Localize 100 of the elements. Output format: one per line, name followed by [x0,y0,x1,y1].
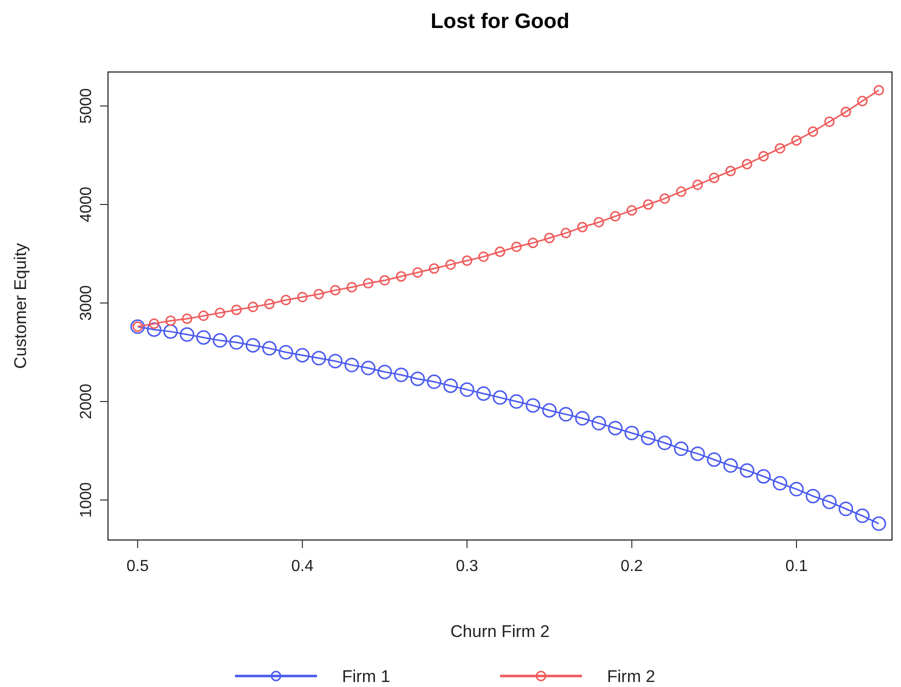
point [558,407,574,422]
point [657,436,672,450]
point [148,318,160,329]
point [758,150,769,162]
point [742,158,752,170]
point [377,364,392,380]
point [182,314,192,324]
point [659,193,670,204]
point [706,452,722,467]
point [362,278,374,289]
point [295,348,310,362]
point [180,327,194,342]
point [478,251,489,262]
y-axis-title: Customer Equity [11,242,30,369]
point [196,330,211,345]
point [575,410,590,426]
point [314,288,324,300]
y-tick-label: 5000 [78,88,95,124]
y-tick-label: 4000 [78,186,95,222]
point [560,228,572,238]
point [542,403,557,418]
point [544,232,555,244]
point [410,372,425,386]
point [840,106,852,118]
point [231,304,242,316]
point [379,275,390,286]
point [791,135,802,146]
point [312,350,326,366]
point [824,116,835,127]
point [146,322,162,337]
point [756,469,771,484]
point [528,238,538,248]
point [360,360,376,376]
point [674,442,688,456]
point [723,458,738,473]
point [297,292,308,302]
point [492,390,508,405]
point [426,374,442,390]
point [577,222,588,232]
point [872,516,886,531]
point [857,96,868,106]
point [642,199,654,210]
point [248,302,258,312]
x-tick-label: 0.1 [785,558,808,575]
x-tick-label: 0.4 [291,558,314,575]
point [676,186,686,197]
point [428,263,440,274]
point [412,267,423,278]
point [344,358,360,372]
chart-title: Lost for Good [430,10,570,33]
point [594,216,604,228]
x-tick-label: 0.2 [620,558,643,575]
point [626,205,638,216]
point [806,488,820,504]
point [855,508,870,524]
point [476,386,491,401]
point [692,180,703,190]
point [624,426,640,440]
point [526,398,540,413]
point [443,378,458,393]
point [774,143,786,154]
point [445,259,456,270]
point [198,310,209,322]
point [396,271,406,282]
point [462,255,472,266]
point [690,446,705,461]
point [838,502,854,516]
point [246,338,260,353]
point [772,476,788,491]
point [229,335,244,350]
point [330,284,341,296]
point [592,416,606,430]
point [165,315,176,326]
point [328,354,343,368]
point [214,308,226,318]
point [346,282,358,292]
point [789,482,804,496]
point [740,463,754,478]
point [725,166,736,176]
point [509,394,524,409]
point [262,341,277,356]
point [874,84,884,96]
point [394,368,408,382]
point [511,242,522,252]
point [460,382,474,397]
point [280,294,292,306]
point [610,211,621,222]
point [264,298,275,310]
point [163,324,178,339]
point [278,345,294,360]
x-tick-label: 0.3 [456,558,478,575]
point [640,430,656,446]
x-tick-label: 0.5 [126,558,149,575]
y-tick-label: 3000 [78,285,95,321]
y-tick-label: 1000 [78,482,95,518]
point [212,333,228,348]
legend-label: Firm 2 [607,667,656,686]
point [822,494,837,510]
x-axis-title: Churn Firm 2 [450,622,550,641]
point [608,420,623,436]
